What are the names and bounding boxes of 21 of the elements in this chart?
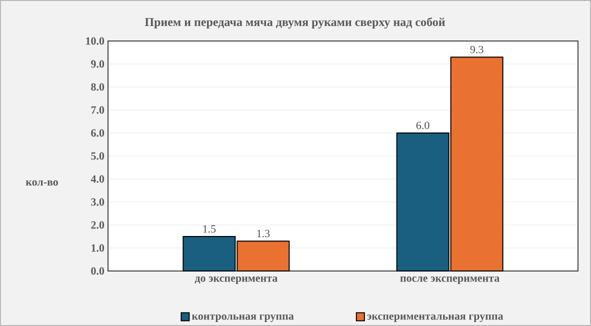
- data-label: 1.3: [257, 230, 270, 238]
- x-tick-label: после эксперимента: [400, 276, 500, 284]
- y-tick-label: 3.0: [91, 198, 104, 206]
- legend-label: экспериментальная группа: [367, 314, 504, 322]
- data-label: 9.3: [470, 46, 484, 54]
- y-axis-title: кол-во: [26, 180, 58, 186]
- y-tick-label: 8.0: [91, 83, 104, 91]
- y-tick-label: 0.0: [91, 267, 104, 275]
- data-label: 6.0: [416, 122, 430, 130]
- y-tick-label: 10.0: [86, 37, 104, 45]
- y-tick-label: 2.0: [91, 221, 104, 229]
- y-tick-label: 4.0: [90, 175, 104, 183]
- y-tick-label: 9.0: [91, 60, 104, 68]
- y-tick-label: 1.0: [92, 244, 104, 252]
- chart-title: Прием и передача мяча двумя руками сверху над собой: [144, 17, 445, 29]
- legend-label: контрольная группа: [192, 314, 294, 322]
- x-tick-label: до эксперимента: [194, 276, 278, 284]
- y-tick-label: 5.0: [91, 152, 104, 160]
- y-tick-label: 6.0: [91, 129, 104, 137]
- data-label: 1.5: [203, 225, 216, 233]
- y-tick-label: 7.0: [91, 106, 104, 114]
